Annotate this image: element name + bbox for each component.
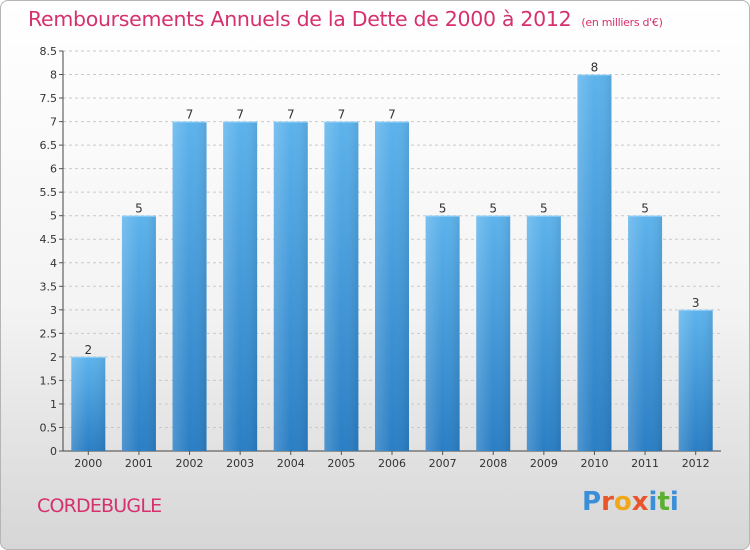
y-tick-label: 3.5 <box>40 280 58 293</box>
y-tick-label: 2.5 <box>40 327 58 340</box>
x-tick-label: 2006 <box>378 457 406 470</box>
bars <box>71 74 713 452</box>
value-label: 7 <box>287 108 295 122</box>
y-tick-label: 0 <box>50 445 57 458</box>
chart-title-text: Remboursements Annuels de la Dette de 20… <box>28 7 572 31</box>
chart-title: Remboursements Annuels de la Dette de 20… <box>28 7 663 31</box>
y-tick-label: 0.5 <box>40 421 58 434</box>
bar-shading <box>273 121 308 452</box>
value-label: 7 <box>236 108 244 122</box>
x-tick-label: 2008 <box>479 457 507 470</box>
value-label: 2 <box>84 343 92 357</box>
chart-subtitle: (en milliers d'€) <box>581 16 663 29</box>
y-tick-label: 6.5 <box>40 139 58 152</box>
y-tick-label: 4.5 <box>40 233 58 246</box>
value-label: 7 <box>338 108 346 122</box>
bar-shading <box>526 215 561 451</box>
x-tick-label: 2007 <box>429 457 457 470</box>
logo-letter: o <box>613 487 632 517</box>
bar-shading <box>223 121 258 452</box>
bar-shading <box>425 215 460 451</box>
bar-shading <box>71 356 106 451</box>
x-tick-label: 2004 <box>277 457 305 470</box>
y-tick-label: 1 <box>50 398 57 411</box>
y-tick-label: 1.5 <box>40 374 58 387</box>
bar-shading <box>628 215 663 451</box>
x-tick-label: 2000 <box>74 457 102 470</box>
x-tick-label: 2003 <box>226 457 254 470</box>
bar-shading <box>121 215 156 451</box>
logo-letter: P <box>582 487 602 517</box>
y-tick-label: 3 <box>50 304 57 317</box>
labels: 0 0.5 1 1.5 2 2.5 3 3.5 4 4.5 5 5.5 6 6.5 7 7.5 8 8.5 2 200… <box>40 45 710 470</box>
y-tick-label: 8.5 <box>40 45 58 58</box>
logo-letter: r <box>601 487 614 517</box>
bar-shading <box>678 309 713 451</box>
y-tick-label: 5.5 <box>40 186 58 199</box>
x-tick-label: 2005 <box>327 457 355 470</box>
y-tick-label: 5 <box>50 210 57 223</box>
x-tick-label: 2011 <box>631 457 659 470</box>
bar-shading <box>324 121 359 452</box>
y-tick-label: 8 <box>50 69 57 82</box>
value-label: 5 <box>439 202 447 216</box>
logo-letter: i <box>669 487 679 517</box>
x-tick-label: 2010 <box>580 457 608 470</box>
bar-shading <box>375 121 409 452</box>
y-tick-label: 7.5 <box>40 92 58 105</box>
y-tick-label: 4 <box>50 257 57 270</box>
logo-letter: i <box>648 487 658 517</box>
logo-letter: t <box>657 487 670 517</box>
y-tick-label: 6 <box>50 163 57 176</box>
bar-shading <box>172 121 207 452</box>
x-tick-label: 2002 <box>176 457 204 470</box>
value-label: 7 <box>388 108 396 122</box>
bar-shading <box>577 74 612 451</box>
value-label: 5 <box>641 202 649 216</box>
place-name: CORDEBUGLE <box>37 495 162 517</box>
x-tick-label: 2001 <box>125 457 153 470</box>
value-label: 5 <box>135 202 143 216</box>
value-label: 3 <box>692 296 700 310</box>
y-tick-label: 7 <box>50 116 57 129</box>
value-label: 5 <box>540 202 548 216</box>
value-label: 5 <box>489 202 497 216</box>
proxiti-logo: Proxiti <box>582 487 679 517</box>
value-label: 7 <box>186 108 194 122</box>
logo-letter: x <box>631 487 649 517</box>
value-label: 8 <box>591 61 599 75</box>
y-tick-label: 2 <box>50 351 57 364</box>
bar-shading <box>476 215 511 451</box>
x-tick-label: 2009 <box>530 457 558 470</box>
x-tick-label: 2012 <box>682 457 710 470</box>
